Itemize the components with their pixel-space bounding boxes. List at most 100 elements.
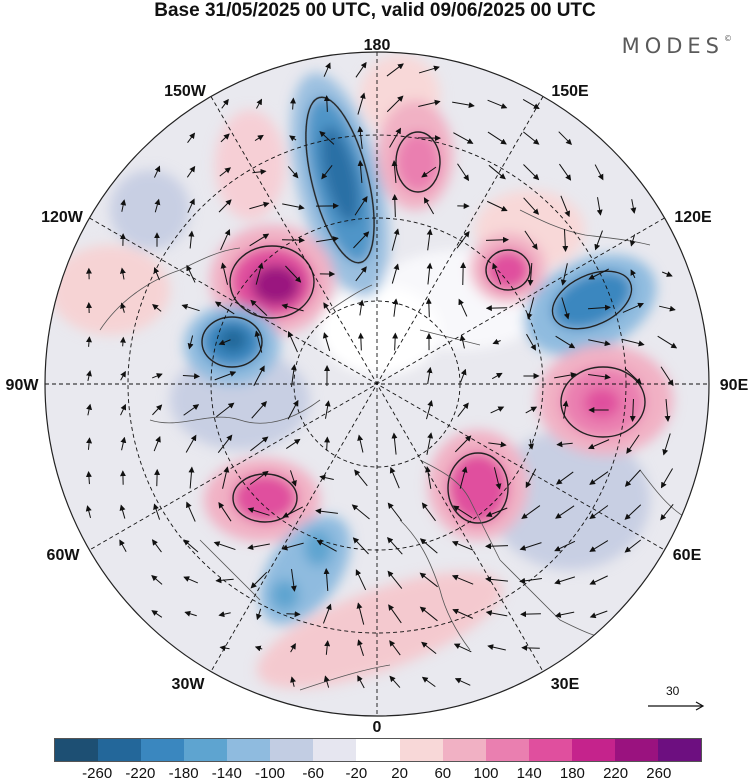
colorbar-swatch xyxy=(614,739,658,761)
wind-vector xyxy=(323,568,330,592)
wind-vector xyxy=(321,165,333,180)
vector-reference-value: 30 xyxy=(666,684,680,698)
wind-vector xyxy=(186,264,196,283)
wind-vector xyxy=(421,641,437,655)
wind-vector xyxy=(457,163,470,182)
wind-vector xyxy=(555,335,576,349)
wind-vector xyxy=(629,234,636,247)
wind-vector xyxy=(386,95,404,113)
wind-vector xyxy=(391,194,398,218)
wind-vector xyxy=(392,298,399,317)
colorbar-tick-label: -220 xyxy=(125,765,156,782)
wind-vector xyxy=(421,502,436,522)
wind-vector xyxy=(485,576,508,583)
colorbar-tick-label: -60 xyxy=(302,765,325,782)
colorbar-swatch xyxy=(313,739,357,761)
colorbar-tick-label: 60 xyxy=(434,765,452,782)
wind-vector xyxy=(452,505,473,519)
wind-vector xyxy=(522,99,540,110)
label-60e: 60E xyxy=(673,547,702,564)
wind-vector xyxy=(319,474,334,481)
wind-vector xyxy=(153,267,160,281)
wind-vector xyxy=(322,332,331,352)
wind-vector xyxy=(629,398,636,422)
wind-vector xyxy=(214,371,237,381)
colorbar-tick-label: -180 xyxy=(168,765,199,782)
wind-vector xyxy=(587,439,610,450)
wind-vector xyxy=(153,165,161,178)
wind-vector xyxy=(487,644,506,651)
wind-vector xyxy=(290,643,296,653)
wind-vector xyxy=(453,643,472,653)
wind-vector xyxy=(357,332,364,351)
wind-vector xyxy=(554,540,576,552)
wind-vector xyxy=(554,576,576,585)
wind-vector xyxy=(85,336,92,347)
wind-vector xyxy=(282,203,305,211)
colorbar-swatch xyxy=(485,739,529,761)
wind-vector xyxy=(589,540,609,552)
wind-vector xyxy=(624,368,642,385)
wind-vector xyxy=(527,262,534,286)
colorbar-swatch xyxy=(356,739,400,761)
wind-vector xyxy=(281,237,305,244)
wind-vector xyxy=(660,468,673,489)
vector-reference-arrow xyxy=(648,701,705,711)
wind-vector xyxy=(215,577,234,584)
colorbar-swatch xyxy=(184,739,228,761)
wind-vector xyxy=(250,299,268,316)
wind-vector xyxy=(281,542,304,551)
wind-vector xyxy=(319,130,335,145)
wind-vector xyxy=(357,434,364,453)
wind-vector xyxy=(660,503,674,521)
wind-vector xyxy=(589,575,608,585)
wind-vector xyxy=(630,269,636,279)
wind-vector xyxy=(316,236,339,243)
wind-vector xyxy=(485,507,508,517)
colorbar-swatch xyxy=(657,739,701,761)
wind-vector xyxy=(85,470,92,485)
wind-vector xyxy=(493,467,502,490)
colorbar-tick-label: -260 xyxy=(82,765,113,782)
wind-vector xyxy=(119,267,126,280)
wind-vector xyxy=(251,401,267,419)
wind-vector xyxy=(249,233,270,247)
wind-vector xyxy=(519,577,542,584)
wind-vector xyxy=(355,61,367,78)
colorbar-swatch xyxy=(55,739,99,761)
colorbar-swatch xyxy=(227,739,271,761)
wind-vector xyxy=(391,263,400,284)
wind-vector xyxy=(120,436,127,451)
wind-vector xyxy=(151,539,162,553)
wind-vector xyxy=(290,676,296,687)
colorbar-tick-label: -20 xyxy=(345,765,368,782)
wind-vector xyxy=(425,466,432,489)
wind-vector xyxy=(488,164,506,180)
wind-vector xyxy=(554,372,577,379)
colorbar-tick-label: 180 xyxy=(559,765,585,782)
wind-vector xyxy=(492,338,501,345)
wind-vector xyxy=(282,506,304,518)
wind-vector xyxy=(491,372,503,380)
label-90e: 90E xyxy=(720,377,749,394)
wind-vector xyxy=(358,299,365,316)
wind-vector xyxy=(120,403,127,416)
wind-vector xyxy=(562,228,569,252)
wind-vector xyxy=(256,608,262,621)
wind-vector xyxy=(664,398,671,422)
wind-vector xyxy=(153,503,161,520)
wind-vector xyxy=(323,95,330,112)
colorbar-swatch xyxy=(528,739,572,761)
wind-vector xyxy=(357,675,365,689)
wind-vector xyxy=(528,439,534,450)
wind-vector xyxy=(188,230,195,249)
wind-vector xyxy=(152,303,162,312)
wind-vector xyxy=(459,466,468,489)
wind-vector xyxy=(151,610,163,618)
wind-vector xyxy=(596,197,603,216)
wind-vector xyxy=(426,262,433,285)
wind-vector xyxy=(389,127,402,148)
colorbar-swatch xyxy=(399,739,443,761)
wind-vector xyxy=(490,406,505,414)
wind-vector xyxy=(185,434,197,453)
